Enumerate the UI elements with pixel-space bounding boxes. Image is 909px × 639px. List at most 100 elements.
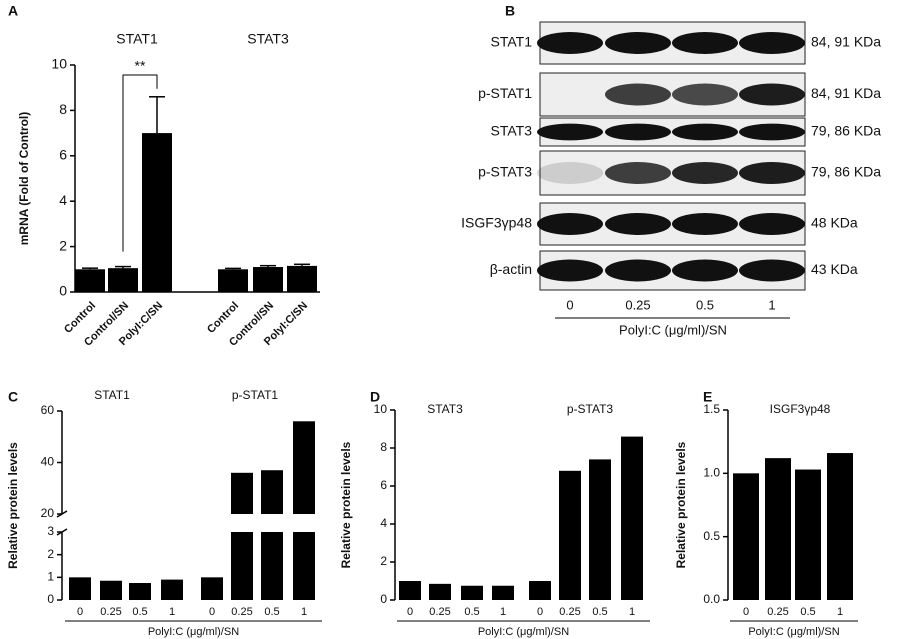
x-tick-label: 0.25 <box>231 606 252 618</box>
x-tick-label: 0 <box>209 606 215 618</box>
x-tick-label: 0.25 <box>429 606 450 618</box>
blot-row-label: β-actin <box>490 261 532 277</box>
bar <box>492 585 514 600</box>
y-tick-label: 10 <box>51 56 67 72</box>
blot-band <box>672 32 738 54</box>
blot-lane-label: 1 <box>768 297 775 312</box>
blot-row-label: ISGF3γp48 <box>461 215 532 231</box>
x-tick-label: 0.5 <box>800 606 815 618</box>
y-tick-label: 8 <box>59 101 67 117</box>
panel-letter: D <box>370 389 380 405</box>
x-tick-label: 0 <box>743 606 749 618</box>
y-tick-label: 1.5 <box>703 402 720 416</box>
group-label: STAT1 <box>94 388 130 402</box>
x-tick-label: 1 <box>629 606 635 618</box>
y-tick-label: 10 <box>374 402 388 416</box>
panel-letter: A <box>8 3 18 19</box>
panel-letter: C <box>8 389 18 405</box>
group-label: STAT3 <box>427 402 463 416</box>
panel-letter: E <box>703 389 712 405</box>
significance-bracket <box>122 74 158 252</box>
blot-band <box>739 32 805 54</box>
bar <box>733 473 759 600</box>
group-label: ISGF3γp48 <box>770 402 831 416</box>
x-tick-label: 1 <box>301 606 307 618</box>
y-tick-label: 1 <box>47 570 54 584</box>
bar <box>461 585 483 600</box>
blot-lane-label: 0.5 <box>696 297 714 312</box>
group-label: p-STAT1 <box>232 388 279 402</box>
y-tick-label: 0 <box>59 283 67 299</box>
blot-band <box>537 259 603 282</box>
blot-band <box>739 162 805 184</box>
bar <box>795 469 821 600</box>
bar <box>529 581 551 600</box>
blot-size-label: 79, 86 KDa <box>811 123 881 139</box>
blot-band <box>739 123 805 141</box>
blot-band <box>605 213 671 235</box>
group-label: p-STAT3 <box>567 402 614 416</box>
blot-x-label: PolyI:C (μg/ml)/SN <box>619 322 727 337</box>
bar <box>765 458 791 600</box>
x-tick-label: 0 <box>77 606 83 618</box>
blot-band <box>537 162 603 184</box>
blot-band <box>537 123 603 141</box>
blot-band <box>605 123 671 141</box>
bar <box>261 532 283 600</box>
bar <box>231 532 253 600</box>
x-tick-label: 0.25 <box>100 606 121 618</box>
bar <box>399 581 421 600</box>
x-tick-label: 0.5 <box>132 606 147 618</box>
x-tick-label: 1 <box>169 606 175 618</box>
bar <box>100 580 122 600</box>
y-axis-label: Relative protein levels <box>6 442 20 569</box>
bar <box>559 470 581 600</box>
blot-size-label: 79, 86 KDa <box>811 164 881 180</box>
blot-band <box>605 259 671 282</box>
blot-band <box>672 162 738 184</box>
blot-band <box>672 213 738 235</box>
blot-row-label: STAT1 <box>491 34 533 50</box>
blot-band <box>537 32 603 54</box>
bar <box>827 453 853 600</box>
y-tick-label: 2 <box>380 554 387 568</box>
blot-band <box>739 259 805 282</box>
blot-size-label: 84, 91 KDa <box>811 85 881 101</box>
x-tick-label: 0.5 <box>464 606 479 618</box>
blot-lane-label: 0.25 <box>625 297 650 312</box>
blot-band <box>739 213 805 235</box>
bar <box>589 459 611 600</box>
blot-size-label: 84, 91 KDa <box>811 34 881 50</box>
x-tick-label: 0 <box>537 606 543 618</box>
y-axis-label: mRNA (Fold of Control) <box>17 112 31 246</box>
bar <box>142 133 172 292</box>
y-tick-label: 40 <box>41 455 55 469</box>
y-tick-label: 4 <box>380 516 387 530</box>
blot-band <box>605 83 671 106</box>
y-tick-label: 0.0 <box>703 592 720 606</box>
blot-row-label: p-STAT3 <box>478 164 532 180</box>
x-tick-label: 0.25 <box>559 606 580 618</box>
bar <box>218 269 248 292</box>
bar <box>108 268 138 292</box>
bar <box>161 579 183 600</box>
y-tick-label: 0 <box>47 592 54 606</box>
bar <box>287 265 317 292</box>
blot-band <box>739 83 805 106</box>
y-tick-label: 2 <box>47 547 54 561</box>
y-tick-label: 60 <box>41 403 55 417</box>
x-axis-label: PolyI:C (μg/ml)/SN <box>748 626 839 638</box>
bar <box>293 532 315 600</box>
significance-label: ** <box>135 58 146 74</box>
y-tick-label: 2 <box>59 237 67 253</box>
bar <box>253 267 283 292</box>
x-tick-label: 0 <box>407 606 413 618</box>
bar <box>129 583 151 600</box>
y-axis-label: Relative protein levels <box>339 441 353 568</box>
blot-size-label: 43 KDa <box>811 261 858 277</box>
y-axis-label: Relative protein levels <box>674 441 688 568</box>
bar <box>429 583 451 600</box>
bar <box>75 269 105 292</box>
x-axis-label: PolyI:C (μg/ml)/SN <box>148 626 239 638</box>
x-tick-label: 1 <box>837 606 843 618</box>
